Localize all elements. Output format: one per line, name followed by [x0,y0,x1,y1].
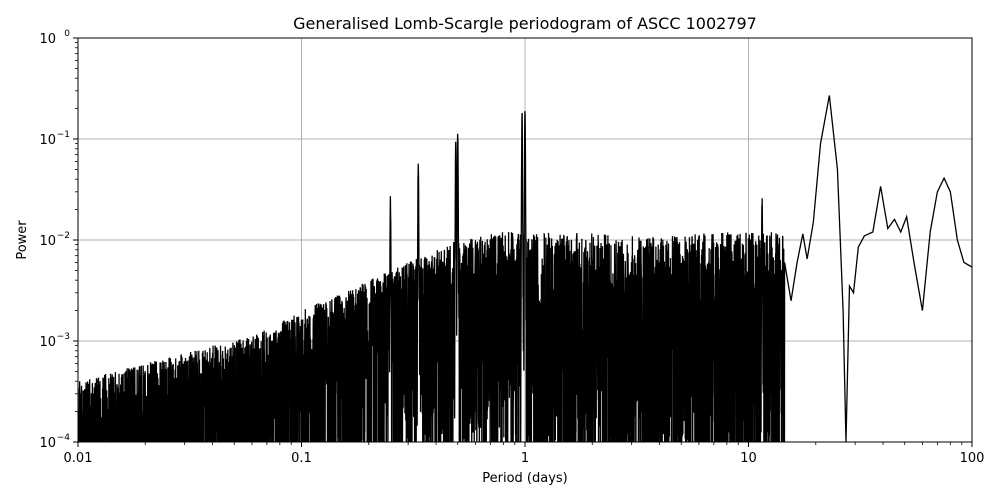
y-tick-label: 10 [39,32,56,47]
x-axis-label: Period (days) [482,471,568,486]
svg-text:0: 0 [64,29,70,39]
plot-area [78,95,972,442]
y-tick-label: 10 [39,436,56,451]
x-tick-label: 100 [960,451,985,466]
chart-title: Generalised Lomb-Scargle periodogram of … [293,14,757,33]
y-tick-label: 10 [39,335,56,350]
x-tick-label: 0.1 [291,451,312,466]
x-tick-label: 1 [521,451,529,466]
x-axis-ticks: 0.01 0.1 1 10 100 [64,442,985,466]
svg-text:−2: −2 [57,231,70,241]
periodogram-line [78,95,972,442]
x-tick-label: 10 [740,451,757,466]
y-axis-label: Power [15,220,30,260]
svg-text:−4: −4 [57,433,71,443]
svg-text:−3: −3 [57,332,70,342]
y-tick-label: 10 [39,133,56,148]
svg-text:−1: −1 [57,130,70,140]
x-tick-label: 0.01 [64,451,93,466]
y-tick-label: 10 [39,234,56,249]
